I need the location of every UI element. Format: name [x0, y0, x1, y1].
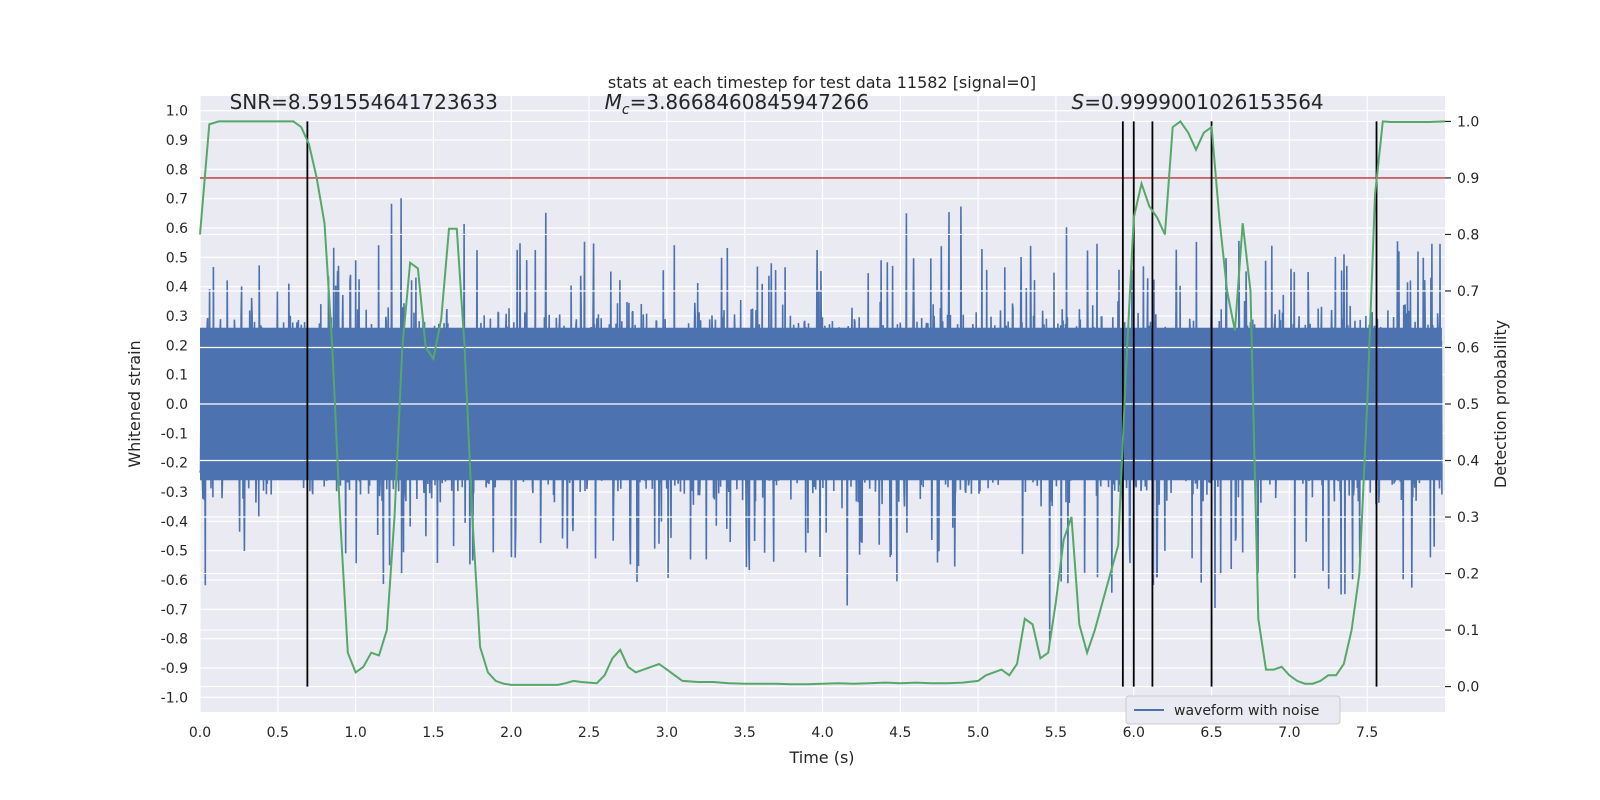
y2-tick-label: 1.0: [1457, 114, 1479, 130]
chart-title: stats at each timestep for test data 115…: [608, 73, 1036, 92]
y-axis-ticks: 1.0 0.9 0.8 0.7 0.6 0.5 0.4 0.3 0.2 0.1 0.0 -0.1 -0.…: [161, 104, 188, 707]
x-axis-ticks: 0.0 0.5 1.0 1.5 2.0 2.5 3.0 3.5 4.0 4.5 5.0 5.5 6.0 6…: [189, 725, 1378, 741]
x-tick-label: 0.5: [267, 725, 289, 741]
y-tick-label: 0.2: [166, 338, 188, 354]
y-tick-label: 0.0: [166, 397, 188, 413]
x-tick-label: 2.0: [500, 725, 522, 741]
y-tick-label: 0.9: [166, 133, 188, 149]
y-tick-label: 1.0: [166, 104, 188, 120]
y-tick-label: -0.3: [161, 485, 188, 501]
detection-probability-series: [199, 119, 1446, 686]
x-tick-label: 2.5: [578, 725, 600, 741]
y-tick-label: 0.1: [166, 368, 188, 384]
y-tick-label: -0.5: [161, 544, 188, 560]
x-tick-label: 1.5: [422, 725, 444, 741]
x-tick-label: 4.0: [811, 725, 833, 741]
y2-tick-label: 0.7: [1457, 284, 1479, 300]
x-tick-label: 5.5: [1045, 725, 1067, 741]
annotation-snr: SNR=8.591554641723633: [230, 90, 498, 114]
y-tick-label: -0.2: [161, 456, 188, 472]
y2-axis-label: Detection probability: [1491, 320, 1510, 488]
x-tick-label: 1.0: [344, 725, 366, 741]
x-tick-label: 0.0: [189, 725, 211, 741]
probability-line: [199, 119, 1446, 686]
y-tick-label: -1.0: [161, 690, 188, 706]
y-tick-label: -0.8: [161, 632, 188, 648]
y2-tick-label: 0.4: [1457, 454, 1479, 470]
y2-tick-label: 0.0: [1457, 680, 1479, 696]
x-tick-label: 5.0: [967, 725, 989, 741]
x-tick-label: 6.5: [1200, 725, 1222, 741]
y-tick-label: -0.9: [161, 661, 188, 677]
legend-label-waveform: waveform with noise: [1174, 703, 1319, 719]
annotations: SNR=8.591554641723633 Mc=3.86684608459472…: [230, 90, 1324, 118]
x-tick-label: 7.0: [1278, 725, 1300, 741]
x-tick-label: 3.0: [656, 725, 678, 741]
x-tick-label: 7.5: [1356, 725, 1378, 741]
y-tick-label: 0.7: [166, 192, 188, 208]
y2-tick-label: 0.3: [1457, 510, 1479, 526]
x-tick-label: 4.5: [889, 725, 911, 741]
y-tick-label: 0.6: [166, 221, 188, 237]
y2-tick-label: 0.2: [1457, 567, 1479, 583]
y-tick-label: 0.3: [166, 309, 188, 325]
annotation-mc: Mc=3.8668460845947266: [605, 90, 869, 118]
x-tick-label: 3.5: [734, 725, 756, 741]
y2-tick-label: 0.8: [1457, 227, 1479, 243]
y2-tick-label: 0.6: [1457, 340, 1479, 356]
y-tick-label: -0.7: [161, 602, 188, 618]
y-axis-label: Whitened strain: [125, 340, 144, 467]
annotation-s: S=0.9999001026153564: [1072, 90, 1324, 114]
x-axis-label: Time (s): [788, 748, 854, 767]
y2-tick-label: 0.1: [1457, 623, 1479, 639]
y-tick-label: -0.1: [161, 426, 188, 442]
y-tick-label: -0.4: [161, 514, 188, 530]
y2-tick-label: 0.9: [1457, 171, 1479, 187]
y2-tick-label: 0.5: [1457, 397, 1479, 413]
y-tick-label: 0.4: [166, 280, 188, 296]
y-tick-label: -0.6: [161, 573, 188, 589]
y-tick-label: 0.5: [166, 250, 188, 266]
x-tick-label: 6.0: [1123, 725, 1145, 741]
y2-axis-ticks: 1.0 0.9 0.8 0.7 0.6 0.5 0.4 0.3 0.2 0.1 0.0: [1445, 114, 1479, 696]
y-tick-label: 0.8: [166, 162, 188, 178]
legend: waveform with noise: [1125, 695, 1341, 725]
legend-box: [1125, 695, 1341, 725]
